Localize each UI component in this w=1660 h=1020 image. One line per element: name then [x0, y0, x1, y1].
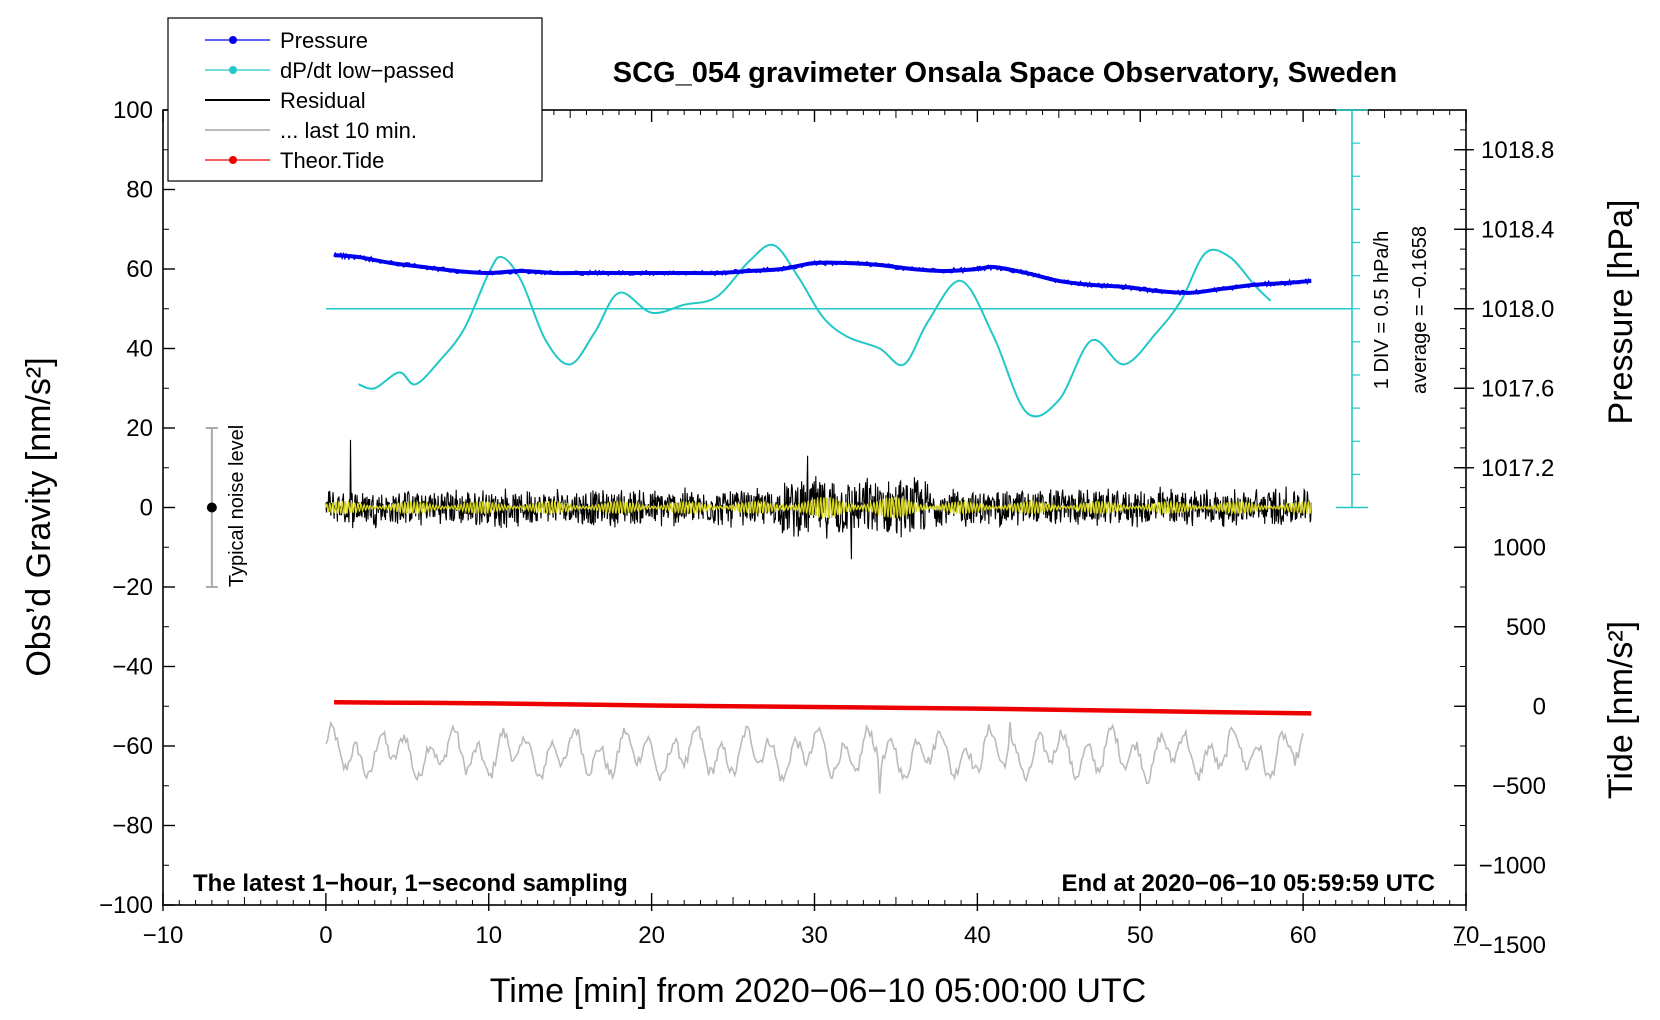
last-10-min-line	[325, 720, 1304, 794]
noise-level-label: Typical noise level	[226, 425, 248, 587]
pressure-tick-label: 1018.4	[1481, 216, 1554, 243]
residual-filtered-line	[325, 496, 1312, 519]
pressure-tick-label: 1017.6	[1481, 375, 1554, 402]
residual-line	[325, 439, 1312, 560]
y-tick-label: −60	[112, 733, 153, 760]
left-axis: −100 −80 −60 −40 −20 0 20 40 60 80 100	[99, 97, 175, 919]
legend-marker-dpdt	[229, 66, 237, 74]
legend-label-last10: ... last 10 min.	[280, 118, 417, 143]
legend-label-dpdt: dP/dt low−passed	[280, 58, 454, 83]
legend-label-tide: Theor.Tide	[280, 148, 384, 173]
y-tick-label: 40	[126, 336, 153, 363]
tide-tick-label: 1000	[1493, 534, 1546, 561]
x-tick-label: 40	[964, 922, 991, 949]
x-tick-label: −10	[143, 922, 184, 949]
x-tick-label: 30	[801, 922, 828, 949]
chart-title: SCG_054 gravimeter Onsala Space Observat…	[613, 57, 1397, 89]
tide-tick-label: 500	[1506, 614, 1546, 641]
legend-marker-tide	[229, 156, 237, 164]
tide-axis: −1500 −1000 −500 0 500 1000	[1454, 534, 1546, 959]
tide-tick-label: −1500	[1479, 932, 1546, 959]
legend-label-pressure: Pressure	[280, 28, 368, 53]
noise-bar-dot	[206, 502, 217, 513]
dpdt-line	[358, 243, 1272, 418]
theor-tide-line	[334, 700, 1312, 716]
y-tick-label: −40	[112, 654, 153, 681]
y-tick-label: 80	[126, 177, 153, 204]
pressure-tick-label: 1018.0	[1481, 296, 1554, 323]
y-tick-label: −80	[112, 813, 153, 840]
pressure-line	[333, 253, 1312, 295]
note-latest-hour: The latest 1−hour, 1−second sampling	[193, 870, 628, 897]
y-tick-label: 100	[113, 97, 153, 124]
pressure-axis-title: Pressure [hPa]	[1602, 200, 1640, 425]
y-tick-label: 60	[126, 256, 153, 283]
tide-tick-label: −1000	[1479, 852, 1546, 879]
average-label: average = −0.1658	[1409, 226, 1431, 394]
tide-tick-label: 0	[1533, 693, 1546, 720]
pressure-noise-line	[333, 251, 1311, 297]
pressure-tick-label: 1018.8	[1481, 137, 1554, 164]
series-layer	[325, 243, 1352, 794]
decorations	[205, 109, 1368, 588]
x-tick-label: 10	[475, 922, 502, 949]
pressure-axis: 1017.2 1017.6 1018.0 1018.4 1018.8	[1454, 129, 1554, 508]
pressure-tick-label: 1017.2	[1481, 455, 1554, 482]
y-axis-title: Obs’d Gravity [nm/s²]	[20, 357, 58, 676]
legend: Pressure dP/dt low−passed Residual ... l…	[167, 17, 543, 182]
tide-tick-label: −500	[1492, 773, 1546, 800]
y-tick-label: 0	[140, 495, 153, 522]
tide-axis-title: Tide [nm/s²]	[1602, 621, 1640, 799]
y-tick-label: −20	[112, 574, 153, 601]
scale-bar-label: 1 DIV = 0.5 hPa/h	[1371, 231, 1393, 389]
legend-marker-pressure	[229, 36, 237, 44]
legend-label-residual: Residual	[280, 88, 366, 113]
x-tick-label: 60	[1290, 922, 1317, 949]
bottom-axis: −10 0 10 20 30 40 50 60 70	[143, 110, 1479, 949]
x-tick-label: 0	[319, 922, 332, 949]
note-end-time: End at 2020−06−10 05:59:59 UTC	[1061, 870, 1435, 897]
x-axis-title: Time [min] from 2020−06−10 05:00:00 UTC	[490, 972, 1146, 1010]
x-tick-label: 50	[1127, 922, 1154, 949]
y-tick-label: 20	[126, 415, 153, 442]
y-tick-label: −100	[99, 892, 153, 919]
x-tick-label: 20	[638, 922, 665, 949]
